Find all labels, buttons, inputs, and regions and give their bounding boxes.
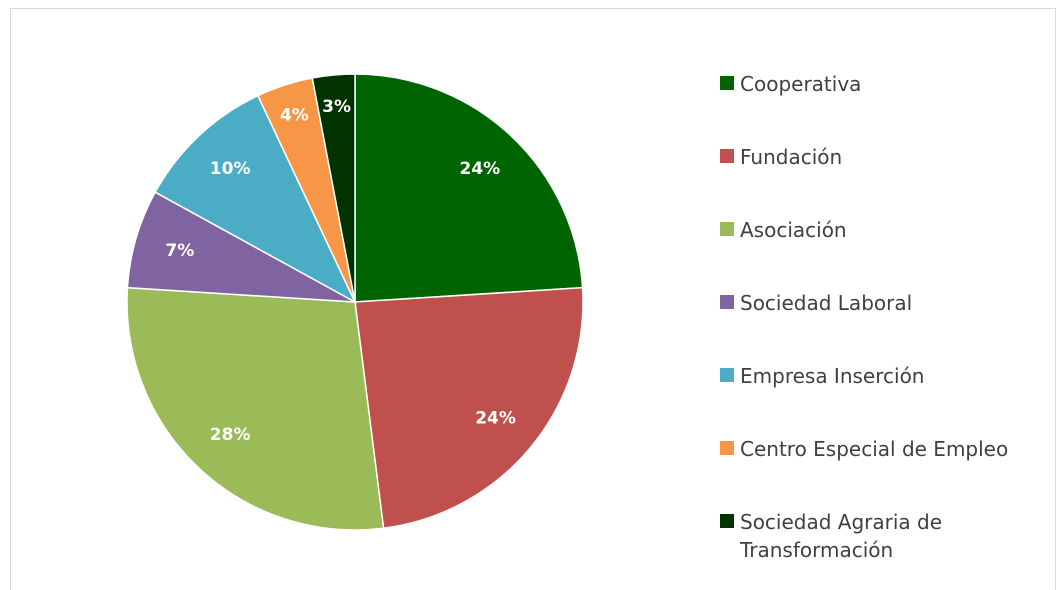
data-label: 4% xyxy=(280,106,309,126)
legend-label: Sociedad Laboral xyxy=(740,291,913,315)
pie-slice xyxy=(354,73,584,303)
frame xyxy=(10,8,1056,590)
data-label: 7% xyxy=(165,241,194,261)
legend-item: Sociedad Agraria de Transformación xyxy=(720,508,1040,564)
legend-label: Cooperativa xyxy=(740,72,862,96)
pie-slice xyxy=(354,286,584,530)
data-label: 24% xyxy=(460,159,501,179)
pie-slice xyxy=(126,286,385,531)
legend-label: Centro Especial de Empleo xyxy=(740,437,1009,461)
data-label: 28% xyxy=(210,425,251,445)
legend-item: Centro Especial de Empleo xyxy=(720,435,1040,463)
legend-swatch xyxy=(720,368,734,382)
legend-item: Cooperativa xyxy=(720,70,1040,98)
data-label: 3% xyxy=(322,97,351,117)
legend-item: Asociación xyxy=(720,216,1040,244)
legend-swatch xyxy=(720,514,734,528)
legend-swatch xyxy=(720,222,734,236)
legend-swatch xyxy=(720,441,734,455)
legend-item: Sociedad Laboral xyxy=(720,289,1040,317)
legend-label: Empresa Inserción xyxy=(740,364,925,388)
legend-swatch xyxy=(720,76,734,90)
pie-slice xyxy=(311,73,356,303)
data-label: 10% xyxy=(210,159,251,179)
legend-label: Sociedad Agraria de Transformación xyxy=(740,510,943,562)
legend-item: Empresa Inserción xyxy=(720,362,1040,390)
pie-slice xyxy=(154,94,357,304)
data-label: 24% xyxy=(475,408,516,428)
legend-swatch xyxy=(720,149,734,163)
legend-swatch xyxy=(720,295,734,309)
legend-label: Asociación xyxy=(740,218,847,242)
legend-label: Fundación xyxy=(740,145,843,169)
legend-item: Fundación xyxy=(720,143,1040,171)
